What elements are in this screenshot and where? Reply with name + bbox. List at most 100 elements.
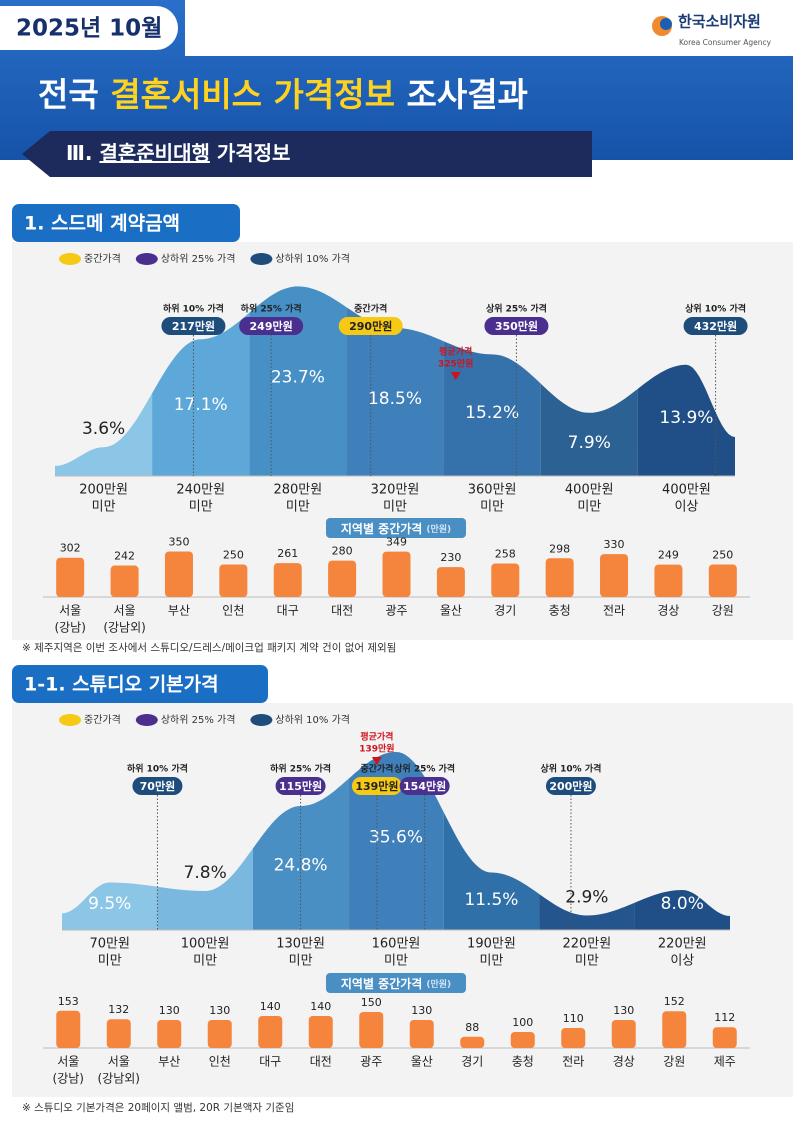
x-tick-label: 대구 <box>277 604 299 618</box>
x-tick-label: (강남) <box>53 1072 84 1086</box>
bar <box>561 1028 586 1048</box>
x-tick-label: 경기 <box>461 1055 483 1069</box>
value-label: 8.0% <box>661 894 704 914</box>
x-tick-label: 240만원 <box>176 483 225 498</box>
date: 2025년 10월 <box>16 16 162 42</box>
title-highlight: 결혼서비스 가격정보 <box>110 75 395 114</box>
value-label: 35.6% <box>369 827 423 847</box>
marker-value: 432만원 <box>694 319 737 333</box>
average-label: 평균가격 <box>439 346 472 358</box>
value-label: 350 <box>168 536 189 549</box>
marker-value: 115만원 <box>279 779 322 793</box>
x-tick-label: 서울 <box>108 1055 130 1069</box>
x-tick-label: (강남) <box>54 621 85 635</box>
x-tick-label: 미만 <box>98 954 122 969</box>
value-label: 130 <box>159 1004 180 1017</box>
ridge-band <box>539 894 635 930</box>
subtitle-unit: (만원) <box>426 978 451 990</box>
section-title: Ⅲ. 결혼준비대행 가격정보 <box>66 141 290 165</box>
value-label: 242 <box>114 550 135 563</box>
value-label: 13.9% <box>659 408 713 428</box>
marker-value: 70만원 <box>140 779 176 793</box>
bar <box>600 554 629 597</box>
bar <box>157 1020 182 1048</box>
marker-label: 하위 10% 가격 <box>127 763 188 775</box>
x-tick-label: 70만원 <box>89 937 129 952</box>
title-part: 전국 <box>38 75 99 114</box>
ridge-band <box>637 364 735 476</box>
x-tick-label: 미만 <box>193 954 217 969</box>
bar <box>611 1020 636 1048</box>
legend-label: 상하위 10% 가격 <box>275 713 350 726</box>
value-label: 330 <box>604 538 625 551</box>
average-marker <box>371 757 382 765</box>
x-tick-label: 인천 <box>209 1054 231 1069</box>
bar <box>510 1032 535 1048</box>
value-label: 9.5% <box>88 894 131 914</box>
marker-label: 하위 25% 가격 <box>270 763 331 775</box>
x-tick-label: 서울 <box>57 1055 79 1069</box>
ridge-band <box>55 393 153 476</box>
legend-swatch <box>250 253 273 265</box>
bar <box>328 560 357 597</box>
x-tick-label: 360만원 <box>468 483 517 498</box>
x-tick-label: 320만원 <box>371 483 420 498</box>
section-number: Ⅲ. <box>66 141 93 165</box>
value-label: 132 <box>108 1003 129 1016</box>
value-label: 130 <box>613 1004 634 1017</box>
ridge-band <box>348 752 444 930</box>
x-tick-label: 강원 <box>663 1055 685 1069</box>
marker-pill <box>275 777 326 795</box>
value-label: 2.9% <box>565 888 608 908</box>
subtitle-text: 지역별 중간가격 <box>341 521 422 536</box>
title-part: 조사결과 <box>406 75 527 114</box>
bar <box>106 1019 131 1048</box>
value-label: 11.5% <box>464 890 518 910</box>
x-tick-label: 220만원 <box>658 937 707 952</box>
section-tab <box>12 665 268 703</box>
marker-value: 139만원 <box>355 779 398 793</box>
value-label: 230 <box>440 551 461 564</box>
marker-pill <box>132 777 183 795</box>
x-tick-label: 전라 <box>603 604 625 618</box>
value-label: 349 <box>386 536 407 549</box>
main-title: 전국 결혼서비스 가격정보 조사결과 <box>38 75 528 114</box>
x-tick-label: 강원 <box>712 604 734 618</box>
legend-swatch <box>59 253 81 265</box>
x-tick-label: 이상 <box>674 500 698 515</box>
x-tick-label: 광주 <box>385 604 407 618</box>
x-tick-label: (강남외) <box>98 1072 140 1086</box>
x-tick-label: 400만원 <box>565 483 614 498</box>
bar <box>662 1011 687 1048</box>
x-tick-label: 미만 <box>480 500 504 515</box>
bar <box>382 551 411 597</box>
x-tick-label: 미만 <box>289 954 313 969</box>
org-name: 한국소비자원 <box>678 13 761 31</box>
x-tick-label: 280만원 <box>273 483 322 498</box>
bar <box>308 1016 333 1048</box>
logo-mark <box>660 18 672 30</box>
legend-label: 상하위 10% 가격 <box>275 252 350 265</box>
value-label: 130 <box>209 1004 230 1017</box>
marker-value: 200만원 <box>549 779 592 793</box>
legend-swatch <box>135 714 158 726</box>
bar <box>258 1016 283 1048</box>
x-tick-label: 서울 <box>59 604 81 618</box>
marker-value: 217만원 <box>172 319 215 333</box>
subtitle-pill <box>326 973 466 993</box>
bar <box>436 567 465 597</box>
x-tick-label: 200만원 <box>79 483 128 498</box>
marker-pill <box>239 317 304 335</box>
marker-label: 하위 10% 가격 <box>163 303 224 315</box>
value-label: 153 <box>58 995 79 1008</box>
average-marker <box>450 372 461 380</box>
x-tick-label: 부산 <box>158 1055 180 1069</box>
legend-swatch <box>135 253 158 265</box>
x-tick-label: 이상 <box>670 954 694 969</box>
value-label: 298 <box>549 542 570 555</box>
section-tab <box>12 204 240 242</box>
value-label: 18.5% <box>368 389 422 409</box>
marker-pill <box>161 317 226 335</box>
